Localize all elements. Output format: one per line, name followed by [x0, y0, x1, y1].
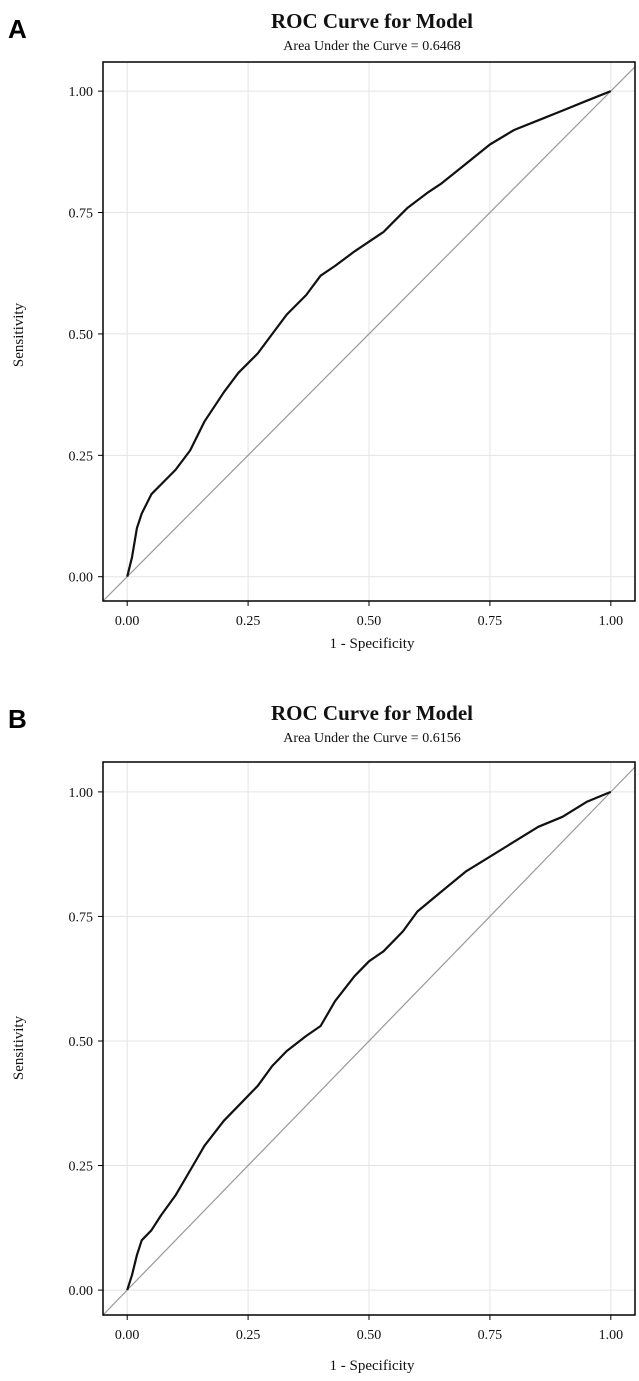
y-tick-label: 0.00: [69, 571, 94, 586]
y-tick-label: 1.00: [69, 786, 94, 801]
roc-chart-b: B ROC Curve for Model Area Under the Cur…: [8, 701, 636, 1374]
y-tick-label: 0.75: [69, 207, 94, 222]
panel-letter: B: [8, 704, 27, 734]
x-tick-label: 0.50: [357, 614, 382, 629]
x-tick-label: 1.00: [599, 1328, 624, 1343]
y-tick-label: 0.25: [69, 449, 94, 464]
y-tick-label: 0.50: [69, 1035, 94, 1050]
x-axis-label: 1 - Specificity: [330, 636, 415, 652]
reference-diagonal-line: [102, 66, 636, 602]
chart-title: ROC Curve for Model: [271, 701, 473, 725]
chart-subtitle: Area Under the Curve = 0.6156: [283, 731, 460, 746]
x-tick-label: 0.00: [115, 1328, 140, 1343]
plot-area: 0.00 0.25 0.50 0.75 1.00 0.00 0.25 0.50 0.75 1.00: [69, 61, 636, 629]
y-tick-label: 1.00: [69, 85, 94, 100]
roc-panel-b: B ROC Curve for Model Area Under the Cur…: [0, 690, 639, 1380]
roc-curve-line: [126, 90, 612, 577]
chart-subtitle: Area Under the Curve = 0.6468: [283, 39, 460, 54]
y-tick-label: 0.00: [69, 1284, 94, 1299]
chart-title: ROC Curve for Model: [271, 9, 473, 33]
y-axis-label: Sensitivity: [11, 1015, 27, 1080]
reference-diagonal-line: [102, 766, 636, 1316]
x-axis-label: 1 - Specificity: [330, 1358, 415, 1374]
x-tick-label: 0.75: [478, 1328, 503, 1343]
x-tick-label: 0.25: [236, 1328, 261, 1343]
x-tick-label: 0.25: [236, 614, 261, 629]
y-tick-label: 0.50: [69, 328, 94, 343]
plot-area: 0.00 0.25 0.50 0.75 1.00 0.00 0.25 0.50 0.75 1.00: [69, 761, 636, 1343]
x-tick-label: 1.00: [599, 614, 624, 629]
x-tick-label: 0.00: [115, 614, 140, 629]
y-tick-label: 0.75: [69, 910, 94, 925]
panel-letter: A: [8, 14, 27, 44]
y-axis-label: Sensitivity: [11, 302, 27, 367]
x-tick-label: 0.75: [478, 614, 503, 629]
x-tick-label: 0.50: [357, 1328, 382, 1343]
roc-panel-a: A ROC Curve for Model Area Under the Cur…: [0, 0, 639, 690]
y-tick-label: 0.25: [69, 1160, 94, 1175]
roc-curve-line: [126, 790, 612, 1291]
roc-chart-a: A ROC Curve for Model Area Under the Cur…: [8, 9, 636, 652]
